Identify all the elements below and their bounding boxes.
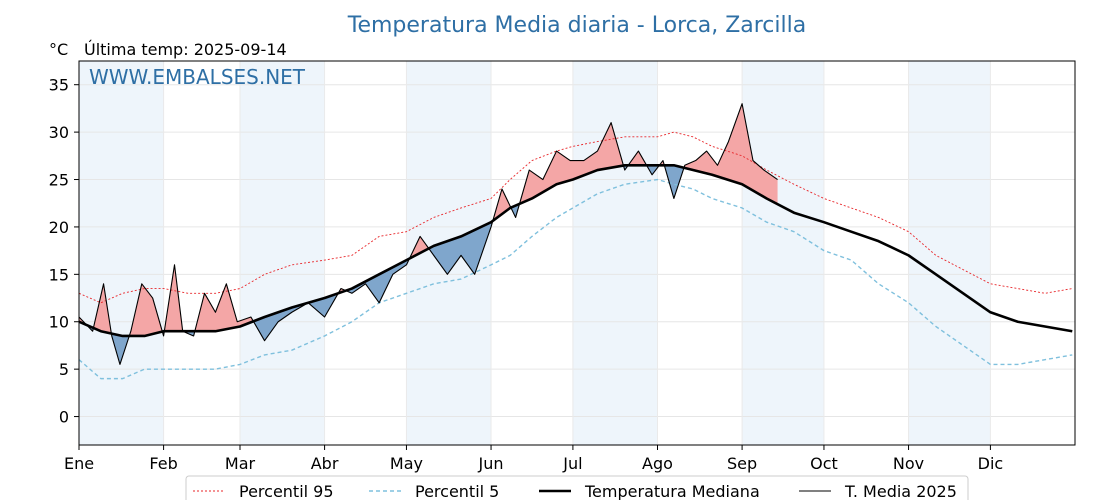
- x-tick-label: Nov: [893, 454, 924, 473]
- y-tick-label: 0: [59, 408, 69, 427]
- above-median-area: [628, 151, 647, 166]
- y-tick-label: 25: [49, 171, 69, 190]
- legend-label-current: T. Media 2025: [844, 482, 957, 500]
- below-median-area: [345, 258, 410, 303]
- legend-label-p95: Percentil 95: [239, 482, 334, 500]
- x-tick-label: May: [390, 454, 423, 473]
- x-tick-label: Sep: [727, 454, 757, 473]
- below-median-area: [664, 165, 684, 199]
- x-tick-label: Ago: [642, 454, 673, 473]
- month-band-mar: [239, 61, 325, 445]
- above-median-area: [129, 283, 163, 336]
- above-median-area: [519, 122, 624, 204]
- plot-frame: [78, 60, 1076, 446]
- below-median-area: [646, 165, 660, 175]
- x-tick-label: Abr: [311, 454, 339, 473]
- series-line-current: [78, 103, 778, 365]
- above-median-area: [492, 189, 511, 221]
- x-tick-label: Jun: [478, 454, 504, 473]
- below-median-area: [308, 293, 339, 317]
- below-median-area: [111, 333, 130, 365]
- y-axis-ticks: 0 5 10 15 20 25 30 35: [49, 76, 79, 427]
- month-band-sep: [742, 61, 824, 445]
- series-line-p95: [78, 131, 1073, 304]
- month-band-nov: [908, 61, 991, 445]
- above-median-area: [683, 103, 778, 205]
- y-tick-label: 15: [49, 265, 69, 284]
- y-tick-label: 35: [49, 76, 69, 95]
- month-band-jul: [572, 61, 658, 445]
- series-lines: [78, 103, 1073, 380]
- x-tick-label: Feb: [149, 454, 177, 473]
- x-tick-label: Mar: [225, 454, 256, 473]
- unit-label: °C: [49, 40, 68, 59]
- y-tick-label: 5: [59, 360, 69, 379]
- series-line-median: [78, 163, 1073, 338]
- above-median-area: [194, 283, 254, 332]
- anomaly-fills: [79, 103, 778, 365]
- x-tick-label: Oct: [810, 454, 838, 473]
- x-tick-label: Dic: [978, 454, 1004, 473]
- above-median-area: [164, 264, 183, 332]
- plot-border: [78, 60, 1076, 446]
- x-tick-label: Jul: [562, 454, 582, 473]
- legend-box: [185, 475, 969, 500]
- watermark: WWW.EMBALSES.NET: [89, 65, 306, 89]
- legend-label-median: Temperatura Mediana: [584, 482, 760, 500]
- last-temp-label: Última temp: 2025-09-14: [84, 40, 287, 59]
- x-tick-label: Ene: [64, 454, 94, 473]
- month-band-ene: [79, 61, 164, 445]
- month-shading: [79, 61, 991, 445]
- legend-label-p5: Percentil 5: [415, 482, 499, 500]
- series-line-p5: [78, 178, 1073, 380]
- x-axis-ticks: Ene Feb Mar Abr May Jun Jul Ago Sep Oct Nov Dic: [64, 445, 1003, 473]
- below-median-area: [253, 302, 309, 341]
- chart-title: Temperatura Media diaria - Lorca, Zarcil…: [347, 13, 806, 38]
- below-median-area: [428, 220, 493, 275]
- y-tick-label: 30: [49, 123, 69, 142]
- above-median-area: [93, 283, 112, 334]
- legend: Percentil 95 Percentil 5 Temperatura Media…: [185, 475, 969, 500]
- y-tick-label: 20: [49, 218, 69, 237]
- y-tick-label: 10: [49, 313, 69, 332]
